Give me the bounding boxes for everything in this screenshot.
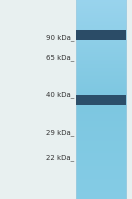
Bar: [76, 30, 126, 40]
Text: 65 kDa_: 65 kDa_: [46, 55, 74, 61]
Bar: [76, 95, 126, 105]
Text: 90 kDa_: 90 kDa_: [46, 35, 74, 41]
Text: 40 kDa_: 40 kDa_: [46, 92, 74, 98]
Text: 22 kDa_: 22 kDa_: [46, 155, 74, 161]
Text: 29 kDa_: 29 kDa_: [46, 130, 74, 136]
